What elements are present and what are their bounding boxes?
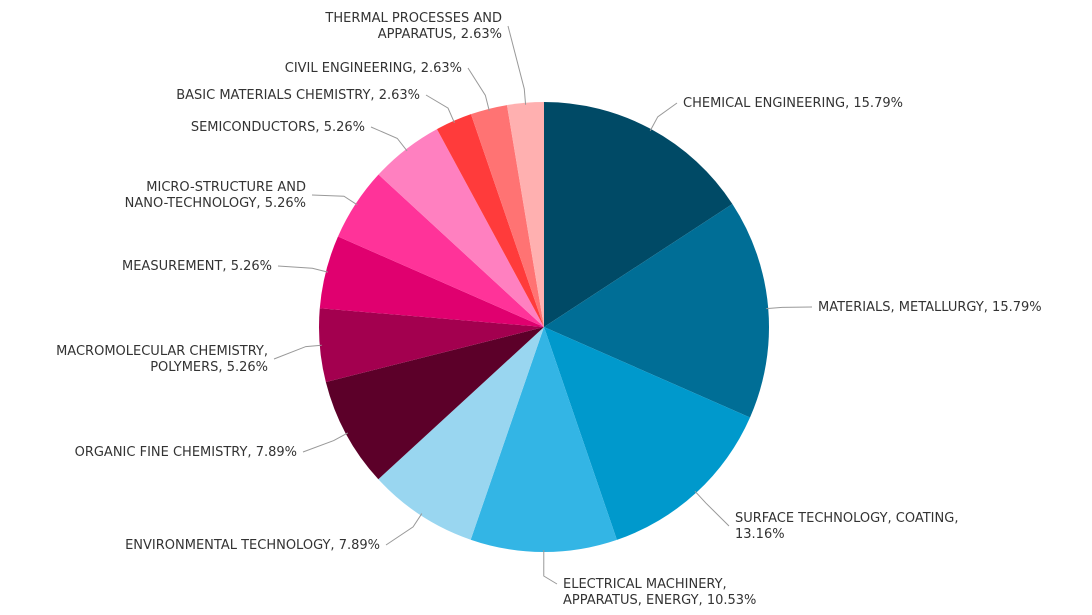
slice-label-line: MACROMOLECULAR CHEMISTRY, — [56, 344, 268, 359]
pie-slice — [436, 114, 544, 327]
pie-slice — [470, 327, 617, 553]
leader-line — [385, 513, 423, 546]
slice-label: CHEMICAL ENGINEERING, 15.79% — [683, 96, 903, 111]
slice-label-line: SURFACE TECHNOLOGY, COATING, — [735, 511, 958, 526]
pie-slice — [544, 327, 751, 540]
slice-label-line: APPARATUS, ENERGY, 10.53% — [563, 593, 756, 608]
slice-label: ELECTRICAL MACHINERY, APPARATUS, ENERGY, … — [563, 577, 756, 608]
slice-label: THERMAL PROCESSES AND APPARATUS, 2.63% — [324, 11, 502, 42]
slice-label: SEMICONDUCTORS, 5.26% — [191, 120, 365, 135]
slice-label-line: ORGANIC FINE CHEMISTRY, 7.89% — [75, 445, 297, 460]
leader-line — [277, 265, 328, 273]
slice-label-line: CHEMICAL ENGINEERING, 15.79% — [683, 96, 903, 111]
leader-line — [302, 432, 349, 453]
slice-label: CIVIL ENGINEERING, 2.63% — [285, 61, 462, 76]
slice-label-line: 13.16% — [735, 527, 785, 542]
slice-label-line: ELECTRICAL MACHINERY, — [563, 577, 727, 592]
leader-line — [311, 194, 358, 206]
slice-label-line: APPARATUS, 2.63% — [378, 27, 502, 42]
slice-label: MICRO-STRUCTURE AND NANO-TECHNOLOGY, 5.26… — [125, 180, 306, 211]
slice-label-line: CIVIL ENGINEERING, 2.63% — [285, 61, 462, 76]
leader-line — [370, 126, 408, 152]
slice-label: ENVIRONMENTAL TECHNOLOGY, 7.89% — [125, 538, 380, 553]
slice-label-line: NANO-TECHNOLOGY, 5.26% — [125, 196, 306, 211]
pie-slice — [378, 327, 544, 540]
slice-label-line: ENVIRONMENTAL TECHNOLOGY, 7.89% — [125, 538, 380, 553]
slice-label-line: MATERIALS, METALLURGY, 15.79% — [818, 300, 1042, 315]
leader-line — [507, 25, 527, 105]
leader-line — [273, 344, 322, 360]
leader-line — [543, 549, 558, 585]
pie-slice — [319, 236, 544, 327]
slice-label-line: MEASUREMENT, 5.26% — [122, 259, 272, 274]
pie-slice — [470, 105, 544, 327]
leader-line — [766, 306, 813, 310]
slice-label: MEASUREMENT, 5.26% — [122, 259, 272, 274]
pie-slice — [544, 203, 769, 418]
pie-slice — [378, 129, 544, 327]
slice-label-line: BASIC MATERIALS CHEMISTRY, 2.63% — [176, 88, 420, 103]
slice-label-line: SEMICONDUCTORS, 5.26% — [191, 120, 365, 135]
leader-line — [467, 67, 490, 111]
pie-slice — [319, 308, 544, 383]
leader-line — [425, 94, 455, 123]
slice-label: SURFACE TECHNOLOGY, COATING, 13.16% — [735, 511, 958, 542]
pie-slice — [544, 102, 733, 327]
leader-line — [694, 490, 730, 527]
slice-label-line: MICRO-STRUCTURE AND — [146, 180, 306, 195]
slice-label: ORGANIC FINE CHEMISTRY, 7.89% — [75, 445, 297, 460]
pie-slice — [506, 102, 544, 327]
pie-slice — [337, 174, 544, 327]
slice-label-line: THERMAL PROCESSES AND — [324, 11, 502, 26]
slice-label: MACROMOLECULAR CHEMISTRY, POLYMERS, 5.26% — [56, 344, 268, 375]
slice-label: MATERIALS, METALLURGY, 15.79% — [818, 300, 1042, 315]
slice-label: BASIC MATERIALS CHEMISTRY, 2.63% — [176, 88, 420, 103]
leader-line — [649, 102, 678, 132]
pie-slice — [325, 327, 544, 480]
slice-label-line: POLYMERS, 5.26% — [150, 360, 268, 375]
